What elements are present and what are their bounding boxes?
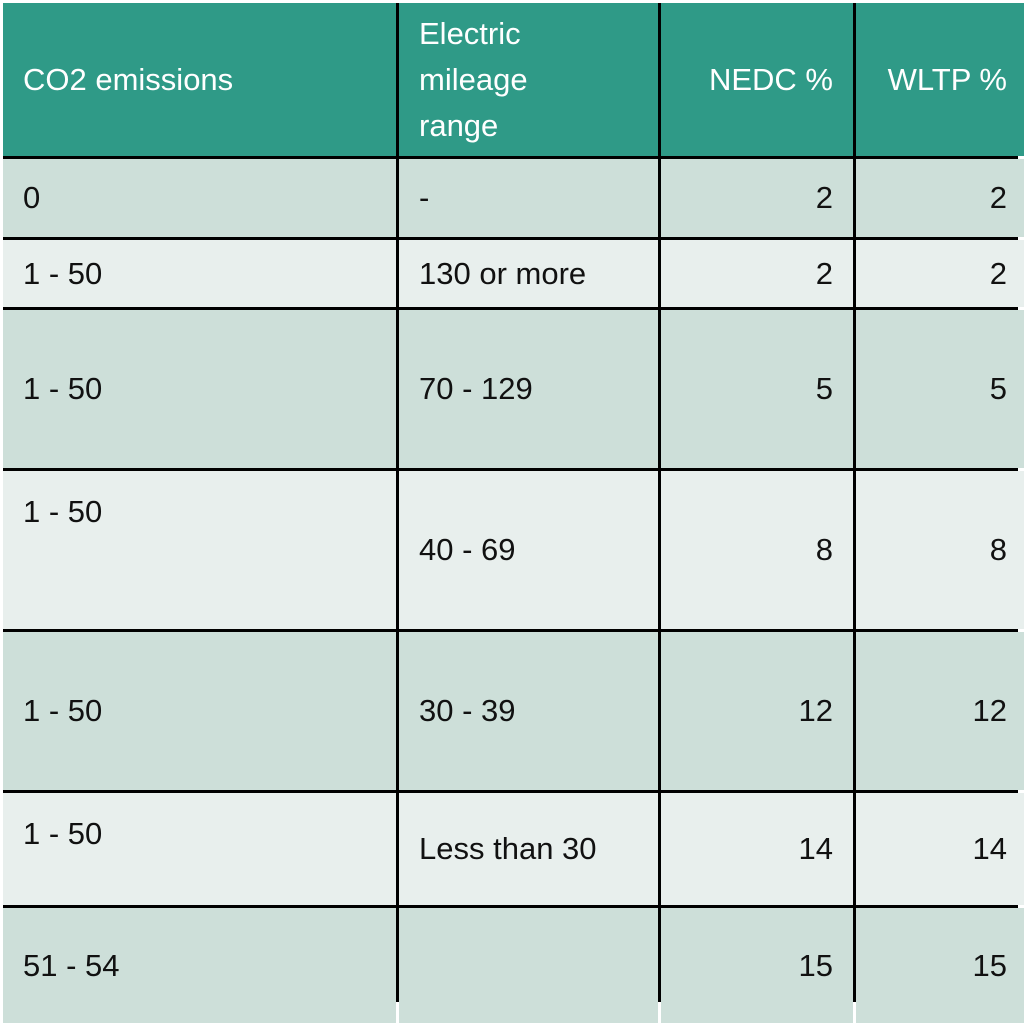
header-wltp-percent: WLTP % [856,3,1024,156]
table-cell-range: Less than 30 [399,793,658,905]
table-cell-nedc: 12 [661,632,853,790]
table-cell-co2: 1 - 50 [3,240,396,307]
table-cell-range: - [399,159,658,237]
table-cell-co2: 1 - 50 [3,471,396,629]
table-cell-nedc: 5 [661,310,853,468]
table-cell-range [399,908,658,1023]
table-cell-wltp: 12 [856,632,1024,790]
table-cell-range: 30 - 39 [399,632,658,790]
header-co2-emissions: CO2 emissions [3,3,396,156]
table-cell-co2: 1 - 50 [3,310,396,468]
table-cell-nedc: 2 [661,240,853,307]
table-cell-wltp: 5 [856,310,1024,468]
table-cell-range: 40 - 69 [399,471,658,629]
table-cell-wltp: 14 [856,793,1024,905]
table-cell-wltp: 2 [856,159,1024,237]
table-cell-co2: 1 - 50 [3,793,396,905]
table-cell-co2: 51 - 54 [3,908,396,1023]
header-nedc-percent: NEDC % [661,3,853,156]
table-cell-nedc: 8 [661,471,853,629]
table-cell-nedc: 2 [661,159,853,237]
table-cell-nedc: 14 [661,793,853,905]
table-cell-range: 70 - 129 [399,310,658,468]
header-electric-mileage-range: Electric mileage range [399,3,658,156]
table-cell-nedc: 15 [661,908,853,1023]
table-cell-wltp: 8 [856,471,1024,629]
table-cell-wltp: 15 [856,908,1024,1023]
table-cell-range: 130 or more [399,240,658,307]
co2-rates-table: CO2 emissions Electric mileage range NED… [3,3,1024,1023]
table-cell-co2: 1 - 50 [3,632,396,790]
table-cell-wltp: 2 [856,240,1024,307]
table-cell-co2: 0 [3,159,396,237]
